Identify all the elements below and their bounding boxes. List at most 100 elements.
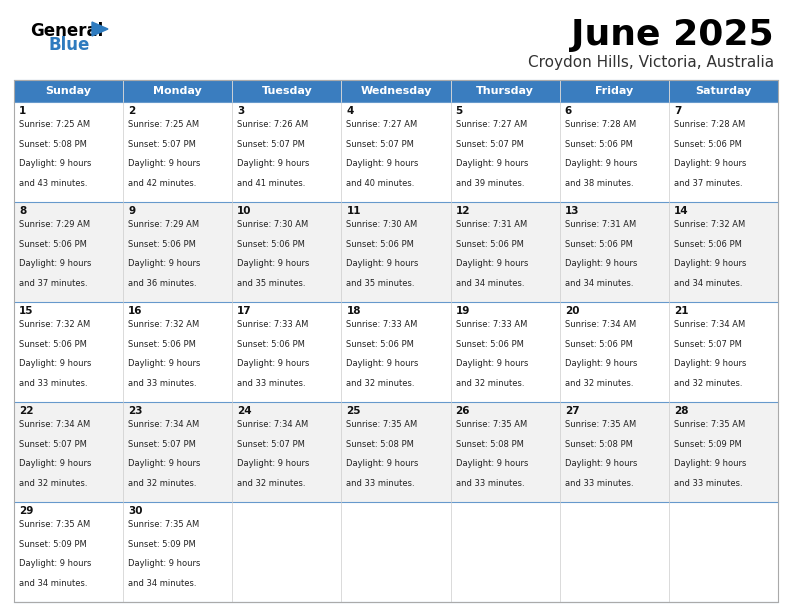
- Text: 7: 7: [674, 106, 681, 116]
- Text: Daylight: 9 hours: Daylight: 9 hours: [19, 559, 91, 568]
- Text: Sunrise: 7:32 AM: Sunrise: 7:32 AM: [674, 220, 745, 229]
- Text: Daylight: 9 hours: Daylight: 9 hours: [128, 359, 200, 368]
- Bar: [232, 502, 341, 602]
- Text: and 32 minutes.: and 32 minutes.: [565, 379, 634, 387]
- Text: Sunset: 5:06 PM: Sunset: 5:06 PM: [565, 340, 633, 348]
- Text: 28: 28: [674, 406, 688, 416]
- Bar: [123, 202, 232, 302]
- Text: Sunrise: 7:27 AM: Sunrise: 7:27 AM: [455, 120, 527, 129]
- Text: and 32 minutes.: and 32 minutes.: [346, 379, 415, 387]
- Text: Sunset: 5:07 PM: Sunset: 5:07 PM: [455, 140, 524, 149]
- Bar: [341, 302, 451, 402]
- Text: 23: 23: [128, 406, 143, 416]
- Text: Sunset: 5:06 PM: Sunset: 5:06 PM: [238, 340, 305, 348]
- Text: Sunset: 5:09 PM: Sunset: 5:09 PM: [19, 540, 87, 548]
- Text: Sunrise: 7:25 AM: Sunrise: 7:25 AM: [128, 120, 200, 129]
- Bar: [14, 402, 123, 502]
- Text: Daylight: 9 hours: Daylight: 9 hours: [128, 559, 200, 568]
- Text: and 32 minutes.: and 32 minutes.: [238, 479, 306, 488]
- Text: and 34 minutes.: and 34 minutes.: [674, 278, 742, 288]
- Text: Daylight: 9 hours: Daylight: 9 hours: [674, 359, 746, 368]
- Text: 21: 21: [674, 306, 688, 316]
- Text: Sunset: 5:06 PM: Sunset: 5:06 PM: [346, 239, 414, 248]
- Text: 29: 29: [19, 506, 33, 516]
- Text: Sunrise: 7:31 AM: Sunrise: 7:31 AM: [455, 220, 527, 229]
- Text: Sunrise: 7:27 AM: Sunrise: 7:27 AM: [346, 120, 417, 129]
- Text: Sunrise: 7:28 AM: Sunrise: 7:28 AM: [565, 120, 636, 129]
- Text: Sunrise: 7:34 AM: Sunrise: 7:34 AM: [565, 320, 636, 329]
- Text: Sunrise: 7:32 AM: Sunrise: 7:32 AM: [19, 320, 90, 329]
- Text: and 33 minutes.: and 33 minutes.: [674, 479, 742, 488]
- Bar: [560, 102, 669, 202]
- Text: Sunrise: 7:30 AM: Sunrise: 7:30 AM: [346, 220, 417, 229]
- Text: Sunset: 5:07 PM: Sunset: 5:07 PM: [19, 439, 87, 449]
- Text: General: General: [30, 22, 103, 40]
- Bar: [451, 102, 560, 202]
- Text: Daylight: 9 hours: Daylight: 9 hours: [674, 459, 746, 468]
- Text: 8: 8: [19, 206, 26, 216]
- Bar: [123, 302, 232, 402]
- Text: 11: 11: [346, 206, 361, 216]
- Text: Sunrise: 7:28 AM: Sunrise: 7:28 AM: [674, 120, 745, 129]
- Text: Daylight: 9 hours: Daylight: 9 hours: [346, 459, 419, 468]
- Text: 25: 25: [346, 406, 361, 416]
- Text: Sunset: 5:06 PM: Sunset: 5:06 PM: [565, 239, 633, 248]
- Text: Sunrise: 7:35 AM: Sunrise: 7:35 AM: [565, 420, 636, 429]
- Text: Daylight: 9 hours: Daylight: 9 hours: [19, 259, 91, 268]
- Bar: [14, 302, 123, 402]
- Text: Sunrise: 7:35 AM: Sunrise: 7:35 AM: [19, 520, 90, 529]
- Text: Sunday: Sunday: [46, 86, 92, 96]
- Text: Daylight: 9 hours: Daylight: 9 hours: [19, 159, 91, 168]
- Bar: [451, 402, 560, 502]
- Bar: [451, 202, 560, 302]
- Text: Sunset: 5:06 PM: Sunset: 5:06 PM: [19, 340, 87, 348]
- Bar: [560, 502, 669, 602]
- Text: Daylight: 9 hours: Daylight: 9 hours: [128, 459, 200, 468]
- Polygon shape: [92, 22, 108, 36]
- Text: Sunrise: 7:35 AM: Sunrise: 7:35 AM: [674, 420, 745, 429]
- Text: and 33 minutes.: and 33 minutes.: [238, 379, 306, 387]
- Text: Saturday: Saturday: [695, 86, 752, 96]
- Bar: [341, 202, 451, 302]
- Text: and 41 minutes.: and 41 minutes.: [238, 179, 306, 187]
- Bar: [341, 102, 451, 202]
- Text: and 33 minutes.: and 33 minutes.: [565, 479, 634, 488]
- Bar: [123, 402, 232, 502]
- Text: Sunrise: 7:34 AM: Sunrise: 7:34 AM: [128, 420, 200, 429]
- Bar: [14, 102, 123, 202]
- Text: Daylight: 9 hours: Daylight: 9 hours: [346, 359, 419, 368]
- Text: 2: 2: [128, 106, 135, 116]
- Bar: [560, 302, 669, 402]
- Text: Blue: Blue: [48, 36, 89, 54]
- Text: Daylight: 9 hours: Daylight: 9 hours: [128, 259, 200, 268]
- Text: Sunrise: 7:34 AM: Sunrise: 7:34 AM: [674, 320, 745, 329]
- Bar: [560, 202, 669, 302]
- Text: Daylight: 9 hours: Daylight: 9 hours: [455, 459, 528, 468]
- Text: and 42 minutes.: and 42 minutes.: [128, 179, 196, 187]
- Text: Sunrise: 7:34 AM: Sunrise: 7:34 AM: [19, 420, 90, 429]
- Text: Sunset: 5:08 PM: Sunset: 5:08 PM: [19, 140, 87, 149]
- Text: Wednesday: Wednesday: [360, 86, 432, 96]
- Text: Thursday: Thursday: [476, 86, 534, 96]
- Text: 26: 26: [455, 406, 470, 416]
- Text: Sunset: 5:06 PM: Sunset: 5:06 PM: [238, 239, 305, 248]
- Text: Daylight: 9 hours: Daylight: 9 hours: [19, 359, 91, 368]
- Bar: [14, 502, 123, 602]
- Text: and 40 minutes.: and 40 minutes.: [346, 179, 415, 187]
- Text: Daylight: 9 hours: Daylight: 9 hours: [674, 159, 746, 168]
- Text: Sunrise: 7:33 AM: Sunrise: 7:33 AM: [238, 320, 309, 329]
- Text: Sunset: 5:06 PM: Sunset: 5:06 PM: [674, 239, 742, 248]
- Text: Sunset: 5:06 PM: Sunset: 5:06 PM: [455, 340, 524, 348]
- Text: Sunset: 5:08 PM: Sunset: 5:08 PM: [346, 439, 414, 449]
- Bar: [669, 502, 778, 602]
- Bar: [14, 202, 123, 302]
- Bar: [14, 80, 778, 602]
- Text: Sunset: 5:07 PM: Sunset: 5:07 PM: [128, 439, 196, 449]
- Text: and 33 minutes.: and 33 minutes.: [455, 479, 524, 488]
- Text: 12: 12: [455, 206, 470, 216]
- Text: and 32 minutes.: and 32 minutes.: [455, 379, 524, 387]
- Text: and 43 minutes.: and 43 minutes.: [19, 179, 87, 187]
- Text: and 32 minutes.: and 32 minutes.: [674, 379, 742, 387]
- Bar: [669, 102, 778, 202]
- Text: Sunrise: 7:35 AM: Sunrise: 7:35 AM: [346, 420, 417, 429]
